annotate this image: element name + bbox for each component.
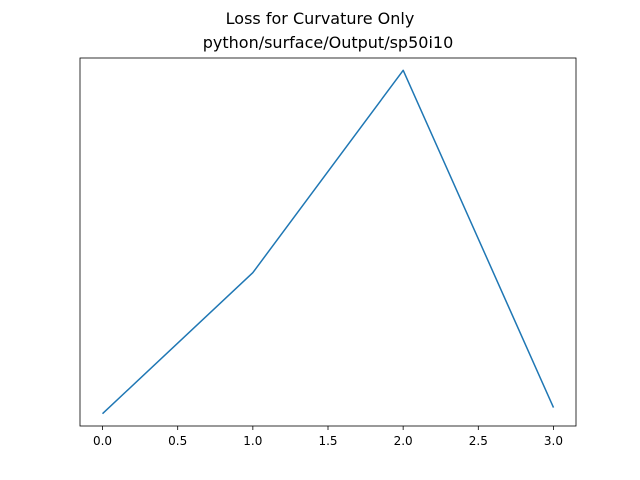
chart-title: Loss for Curvature Only xyxy=(226,9,415,28)
x-tick-label: 2.5 xyxy=(469,434,488,448)
axes-frame xyxy=(79,57,577,427)
x-tick-label: 1.5 xyxy=(318,434,337,448)
x-tick-label: 1.0 xyxy=(243,434,262,448)
series-line-0 xyxy=(101,69,555,415)
x-tick-label: 3.0 xyxy=(544,434,563,448)
x-tick-label: 2.0 xyxy=(394,434,413,448)
plot-area: 0.0 0.5 1.0 1.5 2.0 2.5 3.0 xyxy=(79,57,577,448)
x-tick-label: 0.5 xyxy=(168,434,187,448)
x-tick-label: 0.0 xyxy=(93,434,112,448)
chart-subtitle: python/surface/Output/sp50i10 xyxy=(203,33,454,52)
